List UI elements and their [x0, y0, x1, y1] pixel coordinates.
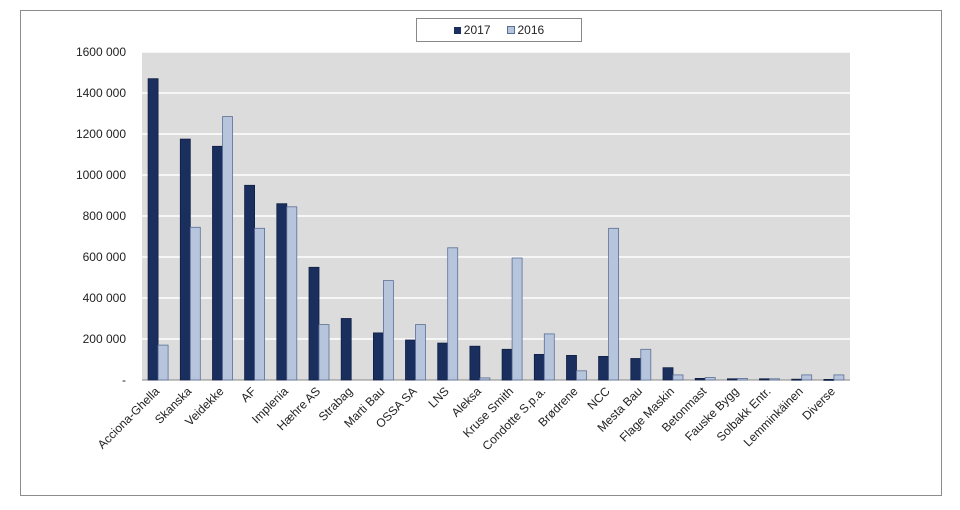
bar-2017 [727, 378, 738, 381]
bar-2016 [157, 344, 169, 381]
bar-2016 [543, 333, 555, 381]
bar-2016 [833, 374, 845, 381]
legend: 2017 2016 [416, 18, 582, 42]
bar-2016 [672, 374, 684, 381]
legend-item-2017: 2017 [453, 23, 491, 37]
bar-2016 [447, 247, 459, 381]
bar-2017 [437, 342, 449, 381]
bar-2017 [340, 318, 352, 381]
y-tick-labels: 1600 000 1400 000 1200 000 1000 000 800 000 6… [76, 45, 126, 387]
y-tick-label: 400 000 [83, 291, 127, 305]
bar-2017 [566, 354, 577, 381]
y-tick-label: 600 000 [83, 250, 127, 264]
bar-2016 [189, 226, 201, 381]
y-tick-label: 1400 000 [76, 86, 126, 100]
bar-2017 [244, 184, 256, 381]
legend-item-2016: 2016 [506, 23, 545, 37]
bar-2016 [576, 370, 587, 381]
bar-2017 [823, 378, 835, 381]
bar-2016 [737, 377, 748, 381]
bar-2017 [501, 348, 513, 381]
bars [147, 78, 845, 381]
bar-2017 [791, 378, 803, 381]
y-tick-label: 800 000 [83, 209, 127, 223]
bar-2017 [469, 345, 481, 381]
bar-2016 [254, 227, 266, 381]
y-tick-label: 1200 000 [76, 127, 126, 141]
bar-2016 [415, 324, 426, 381]
bar-2016 [318, 324, 330, 381]
bar-2017 [276, 203, 288, 381]
y-tick-label: 200 000 [83, 332, 127, 346]
bar-2017 [147, 78, 159, 381]
bar-2016 [479, 377, 491, 381]
y-tick-label: - [122, 373, 126, 387]
bar-2017 [759, 378, 770, 381]
bar-2017 [662, 367, 674, 381]
bar-2016 [769, 378, 780, 381]
bar-2017 [694, 377, 706, 381]
y-tick-label: 1600 000 [76, 45, 126, 59]
legend-label-2016: 2016 [517, 23, 545, 37]
bar-2016 [608, 227, 619, 381]
legend-label-2017: 2017 [463, 23, 491, 37]
bar-2017 [630, 358, 642, 381]
category-label: LNS [425, 384, 451, 410]
bar-2016 [801, 374, 813, 381]
bar-2016 [382, 280, 394, 381]
bar-2017 [372, 332, 384, 381]
bar-2017 [533, 353, 545, 381]
bar-2016 [704, 377, 716, 381]
category-label: AF [238, 384, 259, 405]
bar-2016 [222, 116, 233, 381]
bar-2017 [212, 145, 223, 381]
bar-2017 [598, 355, 609, 381]
bar-2016 [511, 257, 523, 381]
bar-2016 [640, 348, 652, 381]
category-label: Diverse [799, 384, 838, 423]
bar-2017 [179, 138, 191, 381]
bar-2016 [286, 206, 298, 381]
category-label: NCC [584, 384, 613, 413]
legend-swatch-2017 [453, 26, 461, 34]
bar-2017 [405, 339, 416, 381]
bar-2017 [308, 266, 320, 381]
legend-swatch-2016 [506, 26, 515, 34]
y-tick-label: 1000 000 [76, 168, 126, 182]
